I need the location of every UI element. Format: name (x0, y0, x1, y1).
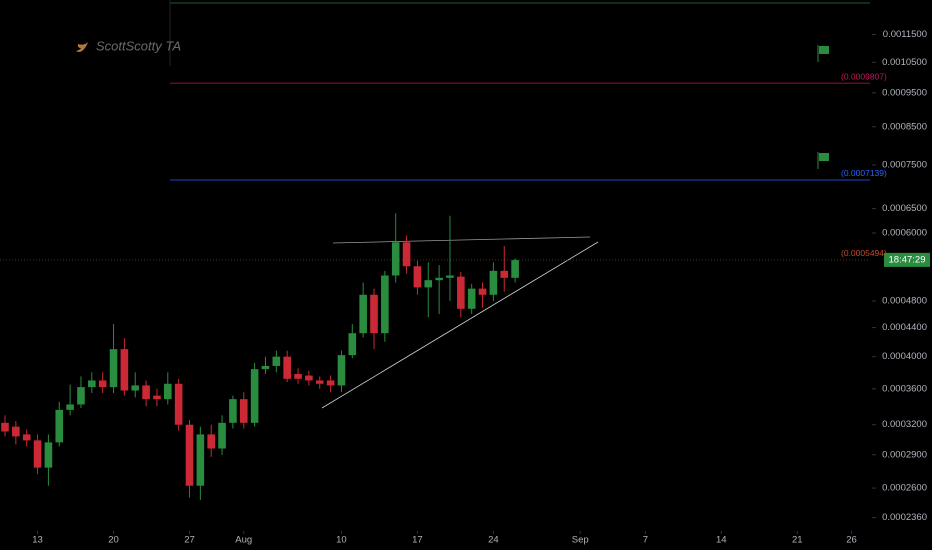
candle-body (381, 275, 389, 334)
x-tick-label: Aug (235, 535, 252, 546)
candle-body (348, 333, 357, 356)
candle-body (370, 294, 378, 334)
x-tick-label: 14 (716, 535, 727, 546)
candle-body (109, 349, 118, 388)
y-tick-label: 0.0010500 (882, 57, 927, 68)
candle-body (196, 434, 205, 486)
y-tick-label: 0.0004000 (882, 351, 927, 362)
y-tick-label: 0.0002360 (882, 512, 927, 523)
y-tick-label: 0.0004400 (882, 322, 927, 333)
flag (817, 45, 829, 62)
candle-body (413, 266, 422, 288)
level-label: (0.0009807) (841, 71, 887, 81)
candle-body (337, 355, 346, 386)
y-tick-label: 0.0007500 (882, 159, 927, 170)
trendline (321, 241, 599, 409)
candle-body (239, 399, 248, 423)
y-tick-label: 0.0011500 (883, 29, 927, 40)
candle-body (511, 260, 519, 278)
countdown: 18:47:29 (889, 254, 926, 265)
x-tick-label: 27 (184, 535, 195, 546)
watermark-icon (76, 42, 88, 52)
candle-body (44, 442, 53, 468)
candle-body (489, 270, 498, 295)
candle-body (77, 387, 85, 405)
candle-body (272, 356, 281, 366)
candle-body (66, 404, 74, 410)
price-label: (0.0005494) (841, 248, 887, 258)
candle-body (120, 349, 129, 391)
candle-body (207, 434, 216, 449)
y-tick-label: 0.0006500 (882, 203, 927, 214)
x-tick-label: 10 (336, 535, 347, 546)
y-tick-label: 0.0003200 (882, 419, 927, 430)
candle-body (22, 434, 31, 441)
candle-body (12, 426, 20, 437)
candle-body (174, 383, 183, 425)
candle-body (283, 356, 291, 379)
candle-body (131, 385, 140, 391)
x-tick-label: 26 (846, 535, 857, 546)
level-label: (0.0007139) (841, 168, 887, 178)
candle-body (359, 294, 367, 334)
countdown-box (884, 252, 930, 267)
candle-body (446, 275, 454, 278)
candle-body (391, 242, 400, 276)
y-tick-label: 0.0009500 (882, 87, 927, 98)
x-tick-label: 17 (412, 535, 423, 546)
candle-body (294, 373, 302, 379)
x-tick-label: 20 (108, 535, 119, 546)
candle-body (500, 270, 509, 278)
candle-body (305, 375, 313, 381)
candle-body (424, 280, 433, 288)
trendline (332, 236, 591, 244)
x-tick-label: 7 (643, 535, 648, 546)
candle-body (153, 395, 161, 400)
candle-body (229, 399, 237, 423)
watermark: ScottScotty TA (96, 38, 181, 53)
candle-body (98, 380, 107, 388)
y-tick-label: 0.0003600 (882, 383, 927, 394)
candle-body (457, 276, 465, 309)
y-tick-label: 0.0002900 (882, 449, 927, 460)
candle-body (326, 380, 335, 386)
candle-body (1, 422, 9, 432)
candle-body (478, 288, 487, 295)
candle-body (55, 409, 64, 443)
candle-body (185, 424, 194, 486)
x-tick-label: 24 (488, 535, 499, 546)
candle-body (250, 369, 259, 423)
y-tick-label: 0.0002600 (882, 483, 927, 494)
candle-body (467, 288, 476, 309)
candle-body (261, 365, 270, 370)
candle-body (315, 380, 324, 384)
y-tick-label: 0.0006000 (882, 228, 927, 239)
y-tick-label: 0.0004800 (882, 296, 927, 307)
x-tick-label: Sep (572, 535, 589, 546)
candle-body (88, 380, 96, 388)
candle-body (218, 422, 226, 449)
candle-body (163, 383, 172, 400)
candle-body (33, 440, 42, 468)
x-tick-label: 13 (32, 535, 43, 546)
x-tick-label: 21 (792, 535, 803, 546)
flag (817, 152, 829, 169)
candle-body (402, 242, 411, 267)
y-tick-label: 0.0008500 (882, 121, 927, 132)
candle-body (435, 277, 443, 281)
candle-body (142, 385, 150, 400)
